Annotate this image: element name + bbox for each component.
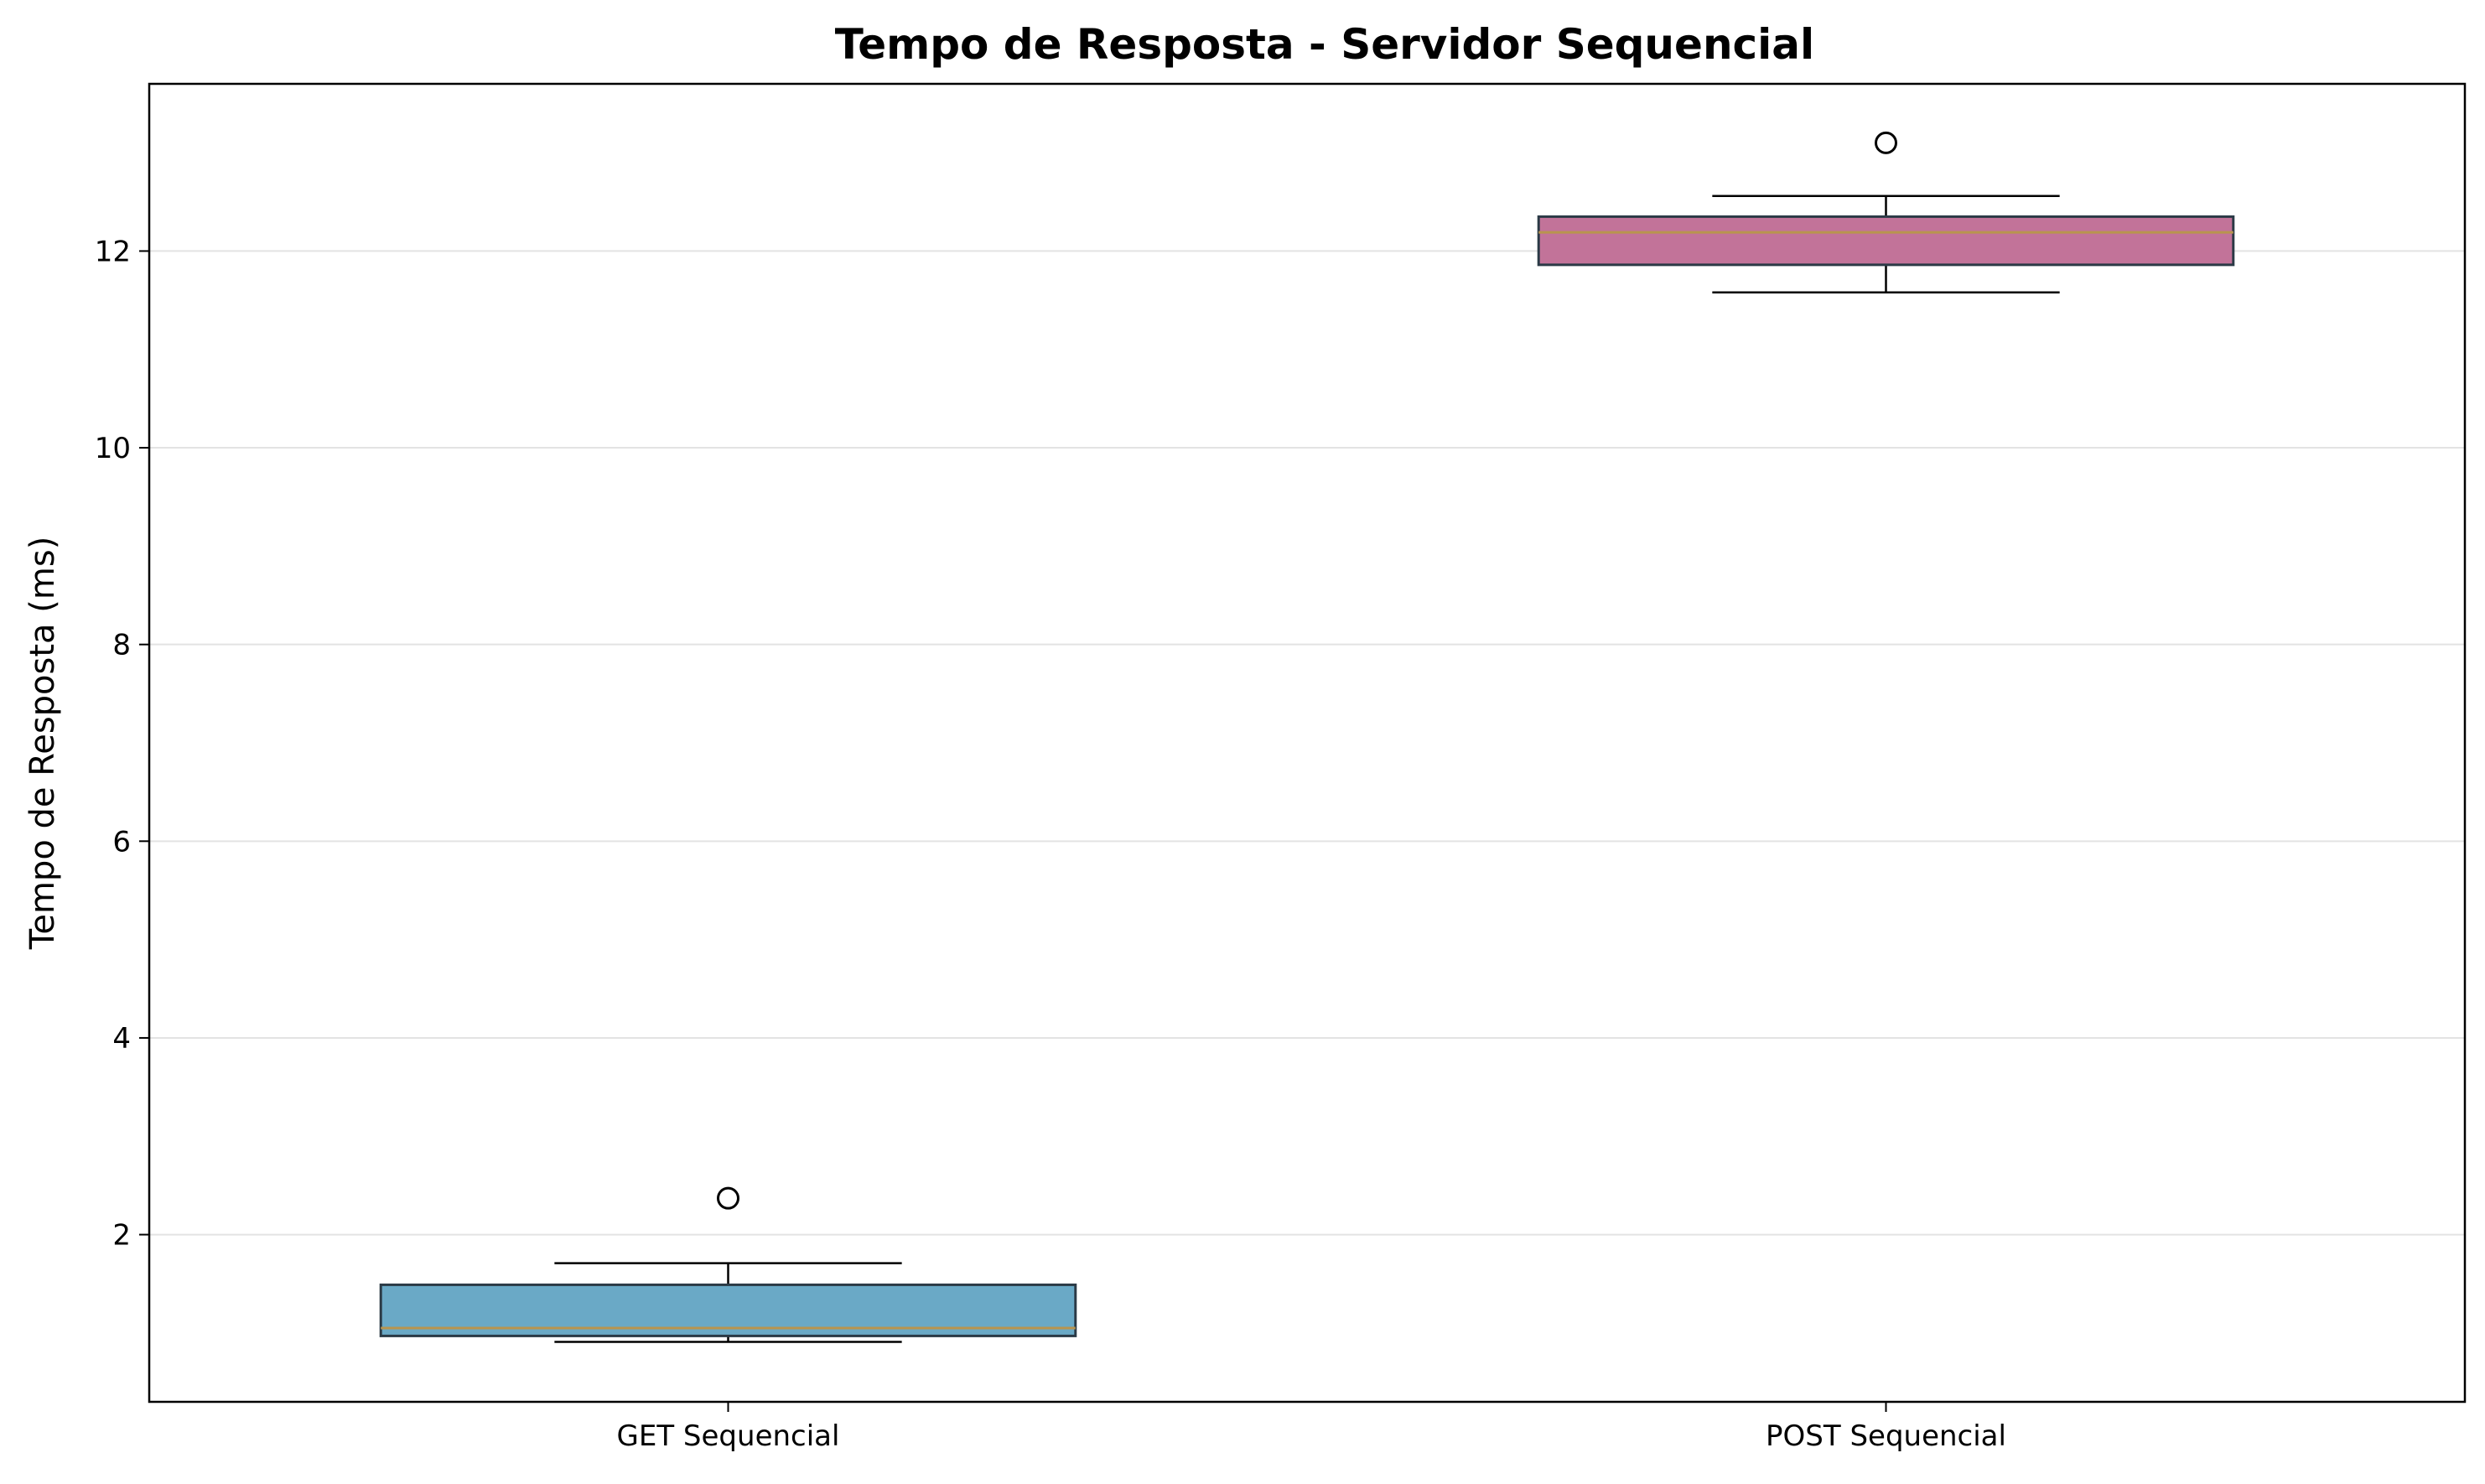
y-axis: 2 4 6 8 10 12 xyxy=(95,235,149,1253)
x-tick-label: GET Sequencial xyxy=(617,1419,840,1453)
plot-frame xyxy=(148,82,2467,1404)
y-axis-title: Tempo de Resposta (ms) xyxy=(23,537,62,951)
x-axis: GET Sequencial POST Sequencial xyxy=(617,1402,2006,1453)
y-tick-label: 6 xyxy=(112,825,131,859)
iqr-box xyxy=(1537,215,2235,267)
box-get xyxy=(379,1186,1077,1343)
chart-title: Tempo de Resposta - Servidor Sequencial xyxy=(835,20,1814,69)
y-tick-label: 8 xyxy=(112,629,131,662)
y-grid xyxy=(149,250,2465,1236)
box-layer xyxy=(379,131,2235,1343)
y-tick-label: 12 xyxy=(95,235,131,268)
y-tick-label: 4 xyxy=(112,1022,131,1056)
outlier-point xyxy=(717,1186,739,1210)
x-tick-label: POST Sequencial xyxy=(1766,1419,2006,1453)
box-post xyxy=(1537,131,2235,293)
y-tick-label: 10 xyxy=(95,432,131,465)
y-tick-label: 2 xyxy=(112,1219,131,1253)
outlier-point xyxy=(1875,131,1897,154)
